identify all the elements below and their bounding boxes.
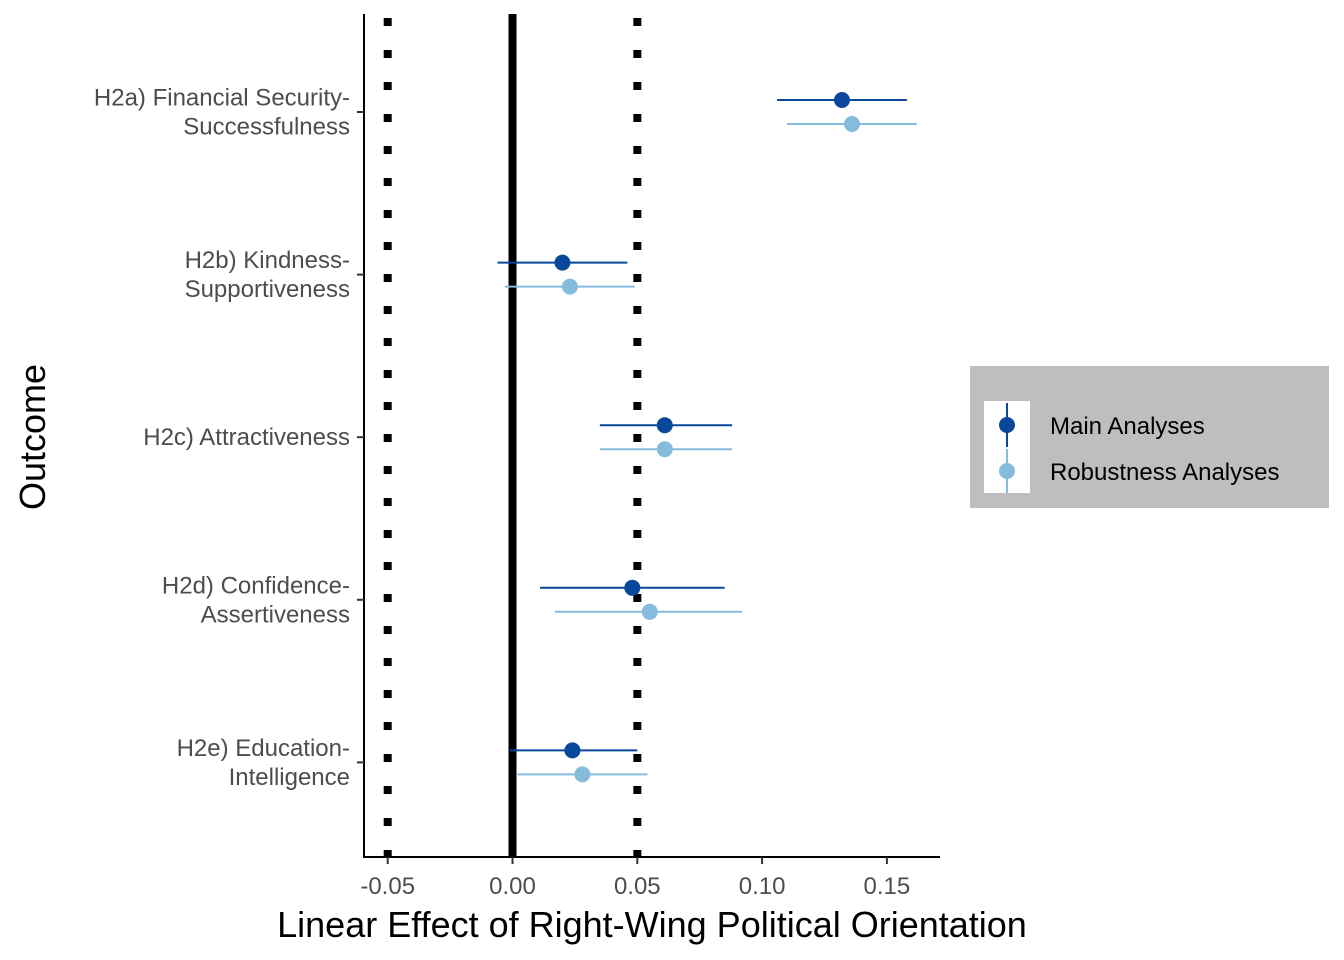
x-axis-ticks: -0.05 0.00 0.05 0.10 0.15 (360, 857, 910, 900)
y-tick-label: H2c) Attractiveness (143, 424, 350, 451)
x-tick-label: 0.05 (614, 873, 661, 900)
estimate-point (843, 116, 860, 132)
legend-label: Robustness Analyses (1050, 459, 1279, 486)
estimate-point (554, 254, 571, 271)
series-1 (505, 116, 917, 783)
estimate-point (574, 766, 591, 783)
estimate-point (624, 579, 641, 596)
x-tick-label: 0.00 (489, 873, 536, 900)
series-0 (497, 92, 907, 759)
y-tick-label: Supportiveness (185, 276, 350, 303)
y-tick-label: H2b) Kindness- (185, 247, 350, 274)
legend: Main Analyses Robustness Analyses (970, 366, 1329, 508)
y-axis-ticks: H2a) Financial Security-Successfulness H2… (94, 85, 364, 791)
legend-key-point (999, 417, 1015, 433)
legend-label: Main Analyses (1050, 413, 1205, 440)
y-tick-label: H2a) Financial Security- (94, 85, 350, 112)
y-axis-title: Outcome (12, 364, 53, 510)
estimate-point (656, 441, 673, 458)
x-tick-label: 0.15 (864, 873, 911, 900)
x-tick-label: -0.05 (360, 873, 415, 900)
y-tick-label: Successfulness (183, 114, 350, 141)
reference-lines (383, 14, 642, 857)
estimate-point (561, 278, 578, 295)
x-axis-title: Linear Effect of Right-Wing Political Or… (277, 904, 1027, 945)
y-tick-label: H2d) Confidence- (162, 572, 350, 599)
y-tick-label: Intelligence (229, 764, 350, 791)
series-layer (497, 92, 917, 783)
estimate-point (833, 92, 850, 108)
legend-key-point (999, 463, 1015, 479)
x-tick-label: 0.10 (739, 873, 786, 900)
y-tick-label: H2e) Education- (177, 735, 350, 762)
estimate-point (564, 742, 581, 759)
y-tick-label: Assertiveness (201, 601, 350, 628)
estimate-point (641, 603, 658, 620)
axes (363, 14, 940, 858)
estimate-point (656, 417, 673, 434)
